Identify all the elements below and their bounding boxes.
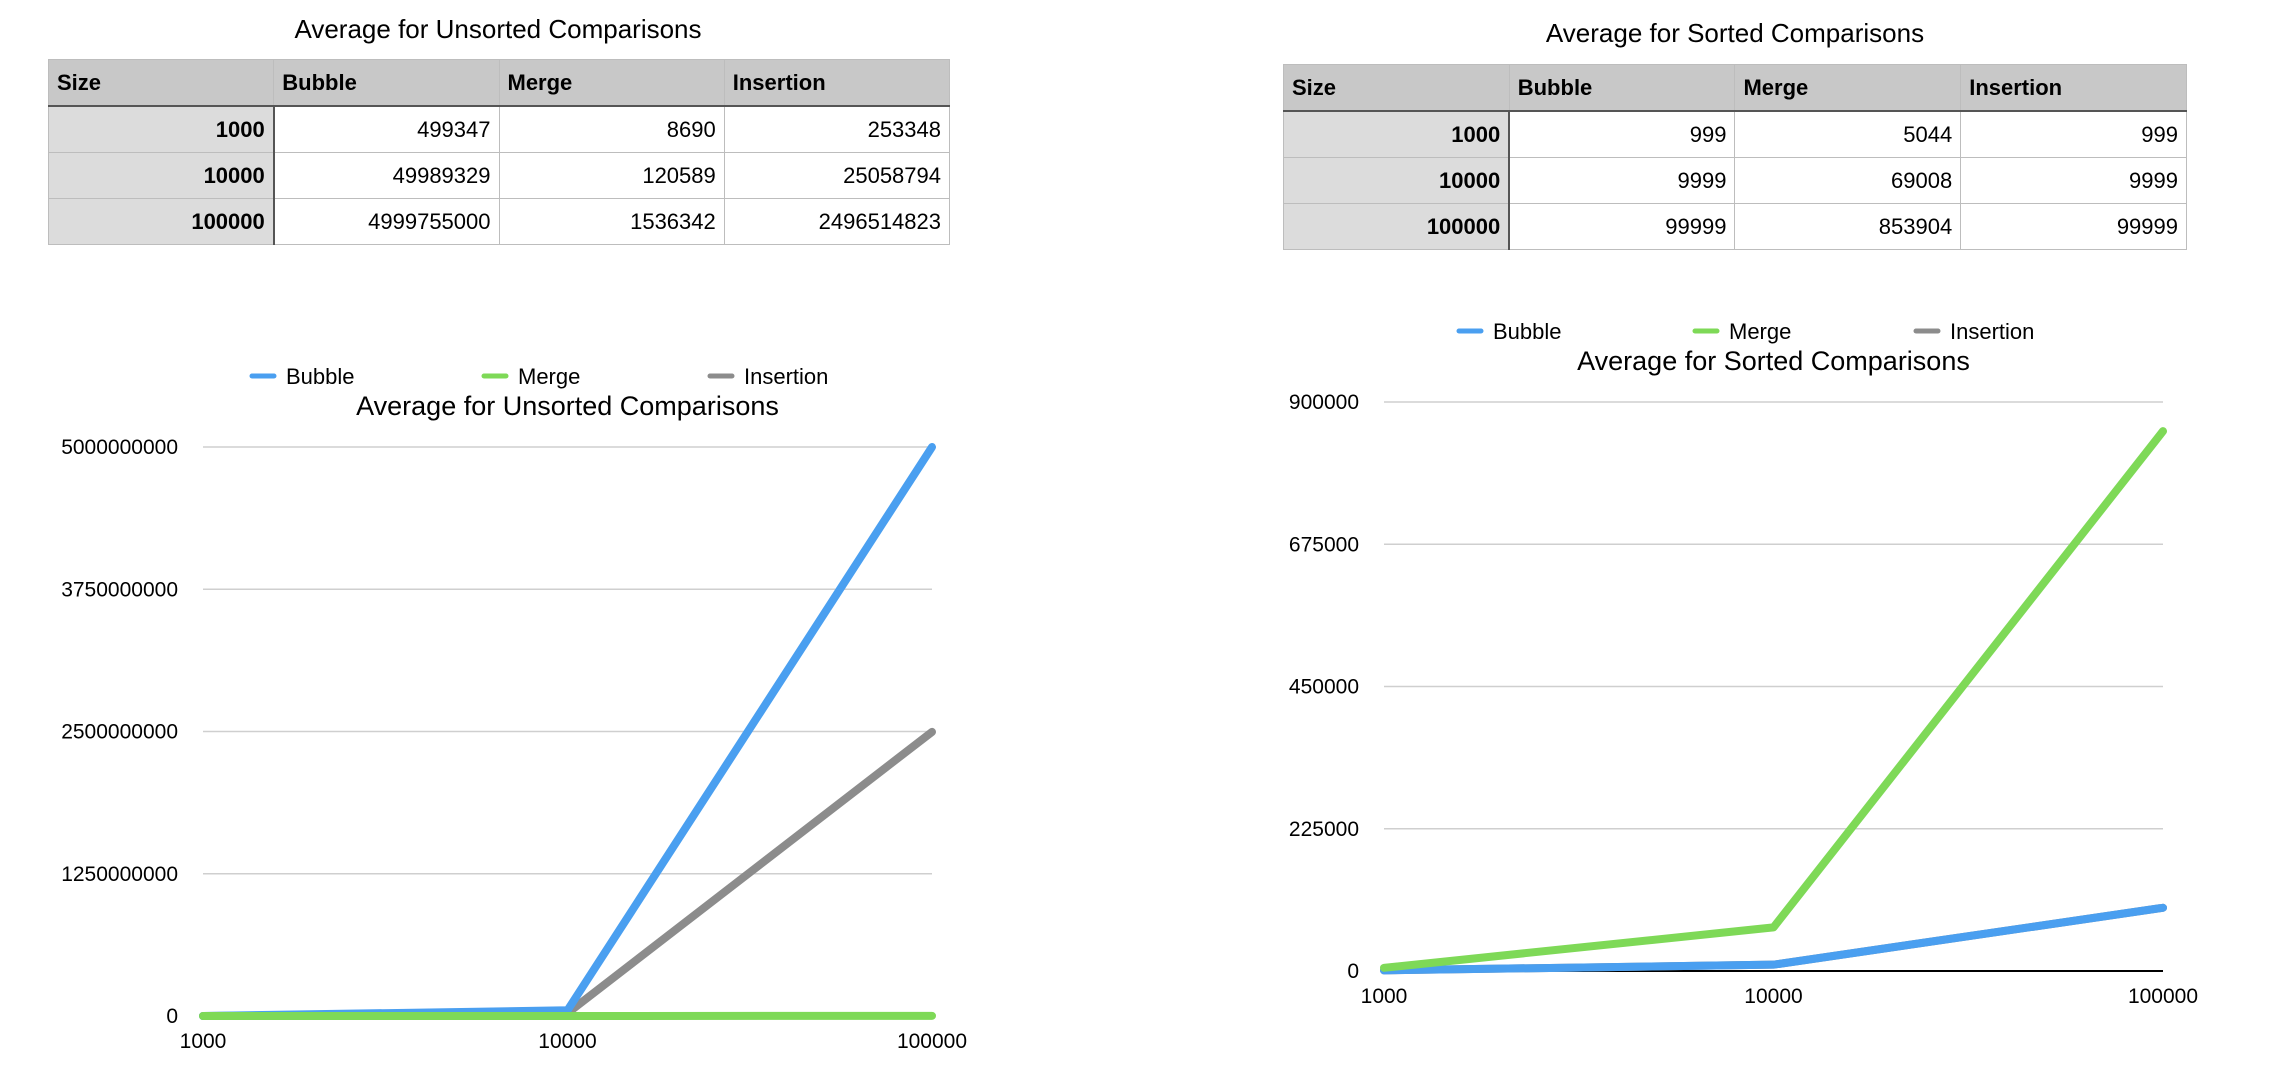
row-header-cell: 100000 xyxy=(1283,203,1511,250)
table-cell: 1536342 xyxy=(498,198,725,245)
x-tick-label: 100000 xyxy=(897,1030,967,1053)
table-header-row: Size Bubble Merge Insertion xyxy=(47,59,951,107)
y-tick-label: 450000 xyxy=(1289,676,1359,699)
x-tick-label: 1000 xyxy=(1361,985,1408,1008)
y-tick-label: 675000 xyxy=(1289,533,1359,556)
header-cell: Merge xyxy=(1734,64,1962,112)
table-cell: 69008 xyxy=(1734,157,1962,204)
header-cell: Insertion xyxy=(723,59,951,107)
table-row: 10000 9999 69008 9999 xyxy=(1283,157,2187,204)
x-tick-label: 1000 xyxy=(180,1030,227,1053)
table-sorted: Size Bubble Merge Insertion 1000 999 504… xyxy=(1283,64,2187,250)
y-tick-label: 0 xyxy=(166,1005,178,1028)
table-cell: 999 xyxy=(1960,110,2187,158)
row-header-cell: 10000 xyxy=(1283,157,1511,204)
header-cell: Merge xyxy=(498,59,725,107)
row-header-cell: 100000 xyxy=(47,198,275,245)
table-cell: 4999755000 xyxy=(273,198,500,245)
y-tick-label: 5000000000 xyxy=(61,436,178,459)
series-line-merge xyxy=(1380,427,2167,972)
table-row: 100000 99999 853904 99999 xyxy=(1283,203,2187,250)
legend-label: Insertion xyxy=(1950,319,2034,344)
table-cell: 499347 xyxy=(273,105,500,153)
row-header-cell: 10000 xyxy=(47,152,275,199)
y-tick-label: 3750000000 xyxy=(61,578,178,601)
y-tick-label: 225000 xyxy=(1289,818,1359,841)
table-cell: 5044 xyxy=(1734,110,1962,158)
table-cell: 853904 xyxy=(1734,203,1962,250)
header-cell: Insertion xyxy=(1960,64,2187,112)
chart-title: Average for Sorted Comparisons xyxy=(1577,346,1970,376)
table-header-row: Size Bubble Merge Insertion xyxy=(1283,64,2187,112)
table-title-sorted: Average for Sorted Comparisons xyxy=(1545,18,1925,48)
table-cell: 25058794 xyxy=(723,152,951,199)
table-cell: 8690 xyxy=(498,105,725,153)
row-header-cell: 1000 xyxy=(47,105,275,153)
legend-label: Merge xyxy=(518,364,580,389)
table-cell: 99999 xyxy=(1960,203,2187,250)
table-row: 1000 999 5044 999 xyxy=(1283,110,2187,158)
series-line-bubble xyxy=(1380,903,2167,975)
y-tick-label: 900000 xyxy=(1289,391,1359,414)
table-cell: 99999 xyxy=(1508,203,1736,250)
chart-title: Average for Unsorted Comparisons xyxy=(356,391,779,421)
legend-label: Insertion xyxy=(744,364,828,389)
y-tick-label: 1250000000 xyxy=(61,863,178,886)
table-row: 100000 4999755000 1536342 2496514823 xyxy=(47,198,951,245)
row-header-cell: 1000 xyxy=(1283,110,1511,158)
x-tick-label: 10000 xyxy=(1744,985,1802,1008)
legend-label: Bubble xyxy=(1493,319,1562,344)
table-cell: 9999 xyxy=(1508,157,1736,204)
y-tick-label: 2500000000 xyxy=(61,721,178,744)
legend-label: Merge xyxy=(1729,319,1791,344)
header-cell: Size xyxy=(47,59,275,107)
table-row: 1000 499347 8690 253348 xyxy=(47,105,951,153)
table-row: 10000 49989329 120589 25058794 xyxy=(47,152,951,199)
table-unsorted: Size Bubble Merge Insertion 1000 499347 … xyxy=(47,59,951,245)
header-cell: Bubble xyxy=(273,59,500,107)
table-cell: 2496514823 xyxy=(723,198,951,245)
y-tick-label: 0 xyxy=(1347,960,1359,983)
header-cell: Size xyxy=(1283,64,1510,112)
x-tick-label: 100000 xyxy=(2128,985,2198,1008)
table-cell: 9999 xyxy=(1960,157,2187,204)
table-title-unsorted: Average for Unsorted Comparisons xyxy=(294,14,702,44)
legend-label: Bubble xyxy=(286,364,355,389)
header-cell: Bubble xyxy=(1508,64,1736,112)
table-cell: 49989329 xyxy=(273,152,500,199)
x-tick-label: 10000 xyxy=(538,1030,596,1053)
